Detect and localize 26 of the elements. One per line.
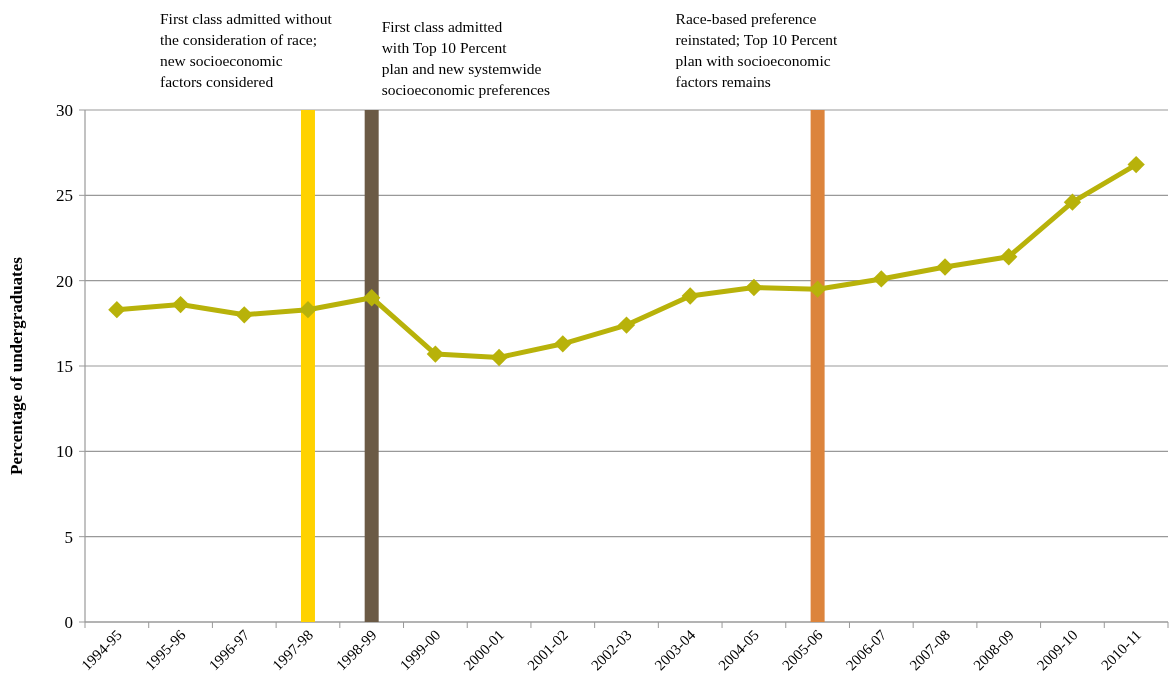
point (108, 301, 126, 319)
ref-line-label: First class admitted without the consideration of race; new socioeconomic factors considered (159, 10, 333, 90)
point (872, 270, 890, 288)
y-tick-label: 10 (56, 442, 73, 462)
y-tick-label: 30 (56, 100, 73, 120)
y-tick-label: 0 (64, 612, 73, 632)
point (235, 306, 253, 324)
point (299, 301, 317, 319)
point (745, 278, 763, 297)
point (681, 287, 699, 305)
point (1000, 248, 1018, 266)
point (490, 348, 508, 367)
point (936, 258, 954, 276)
y-tick-label: 25 (56, 186, 73, 206)
y-axis-title: Percentage of undergraduates (7, 256, 26, 475)
y-tick-label: 5 (64, 527, 73, 547)
ref-line-label: First class admitted with Top 10 Percent plan and new systemwide socioeconomic preferences (381, 18, 550, 98)
point (363, 289, 381, 307)
point (171, 295, 190, 314)
point (554, 335, 572, 353)
y-tick-label: 20 (56, 271, 73, 291)
point (617, 316, 636, 334)
ref-line-label: Race-based preference reinstated; Top 10 Percent plan with socioeconomic factors remains (675, 10, 839, 90)
y-tick-label: 15 (56, 356, 73, 376)
point (1127, 155, 1145, 174)
point (1063, 193, 1082, 211)
